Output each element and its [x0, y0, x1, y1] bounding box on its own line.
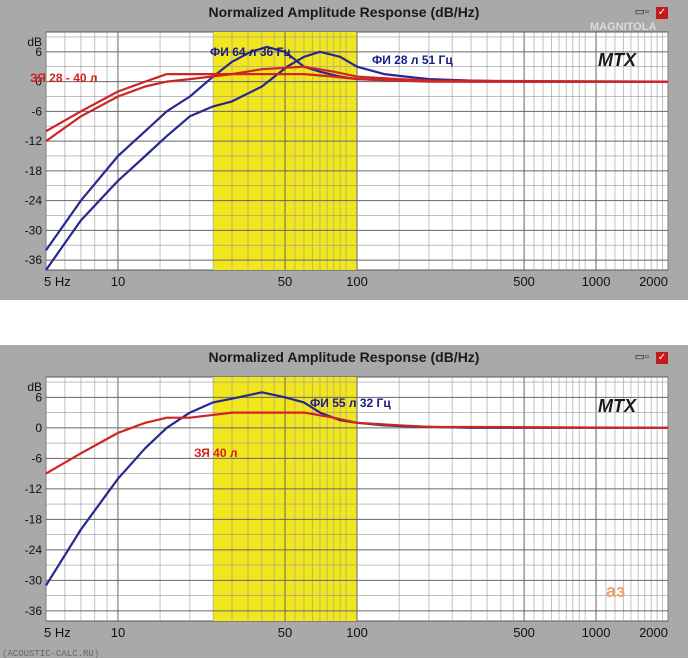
stamp-label: аз [606, 581, 625, 601]
x-tick-label: 2000 [639, 625, 668, 640]
chart-canvas: 6 0 -6 -12 -18 -24 -30 -36 dB 5 Hz 10 50 100 500 1000 2… [25, 376, 669, 640]
x-tick-label: 5 Hz [44, 274, 71, 289]
window-icon[interactable]: ▭▫ [634, 351, 649, 363]
y-tick-label: -18 [25, 164, 43, 178]
y-tick-label: -6 [31, 451, 42, 465]
check-icon[interactable]: ✓ [656, 7, 668, 19]
chart-title: Normalized Amplitude Response (dB/Hz) [208, 4, 480, 20]
x-tick-label: 10 [111, 625, 125, 640]
y-tick-label: -6 [31, 104, 42, 118]
y-tick-label: -12 [25, 482, 43, 496]
y-tick-label: -36 [25, 604, 43, 618]
series-line [45, 411, 669, 475]
footer-credit: (ACOUSTIC-CALC.RU) [2, 649, 100, 659]
series-annotation: ЗЯ 40 л [194, 446, 237, 460]
y-tick-label: -30 [25, 573, 43, 587]
y-tick-label: -36 [25, 253, 43, 267]
y-unit-label: dB [27, 380, 42, 394]
check-icon[interactable]: ✓ [656, 352, 668, 364]
x-tick-label: 50 [278, 625, 292, 640]
x-tick-label: 2000 [639, 274, 668, 289]
window-icon[interactable]: ▭▫ [634, 6, 649, 18]
series-annotation: ФИ 28 л 51 Гц [372, 53, 453, 67]
y-tick-label: -24 [25, 543, 43, 557]
series-line [45, 65, 669, 142]
panel-toolbar: ▭▫ ✓ [631, 350, 668, 364]
brand-label: MTX [598, 50, 637, 70]
y-unit-label: dB [27, 35, 42, 49]
series-annotation: ЗЯ 28 - 40 л [30, 71, 98, 85]
x-tick-label: 5 Hz [44, 625, 71, 640]
chart-canvas: 6 0 -6 -12 -18 -24 -30 -36 dB 5 Hz 10 50 100 500 1000 2… [25, 21, 669, 289]
chart-panel-1: Normalized Amplitude Response (dB/Hz) ▭▫… [0, 0, 688, 300]
series-line [45, 50, 668, 271]
y-tick-label: 6 [35, 390, 42, 404]
y-tick-label: -30 [25, 223, 43, 237]
brand-label: MTX [598, 396, 637, 416]
series-annotation: ФИ 55 л 32 Гц [310, 396, 391, 410]
series-annotation: ФИ 64 л 36 Гц [210, 45, 291, 59]
panel-toolbar: ▭▫ ✓ [631, 5, 668, 19]
x-tick-label: 1000 [582, 625, 611, 640]
x-tick-label: 100 [346, 625, 368, 640]
y-tick-label: -18 [25, 512, 43, 526]
x-tick-label: 100 [346, 274, 368, 289]
x-tick-label: 500 [513, 625, 535, 640]
x-tick-label: 500 [513, 274, 535, 289]
chart-title: Normalized Amplitude Response (dB/Hz) [208, 349, 480, 365]
x-tick-label: 10 [111, 274, 125, 289]
y-tick-label: 6 [35, 45, 42, 59]
chart-panel-2: Normalized Amplitude Response (dB/Hz) ▭▫… [0, 345, 688, 659]
y-tick-label: 0 [35, 75, 42, 89]
y-tick-label: -12 [25, 134, 43, 148]
x-tick-label: 1000 [582, 274, 611, 289]
series-line [45, 72, 668, 133]
watermark-logo: MAGNITOLA [590, 21, 656, 33]
y-tick-label: -24 [25, 194, 43, 208]
x-tick-label: 50 [278, 274, 292, 289]
y-tick-label: 0 [35, 421, 42, 435]
